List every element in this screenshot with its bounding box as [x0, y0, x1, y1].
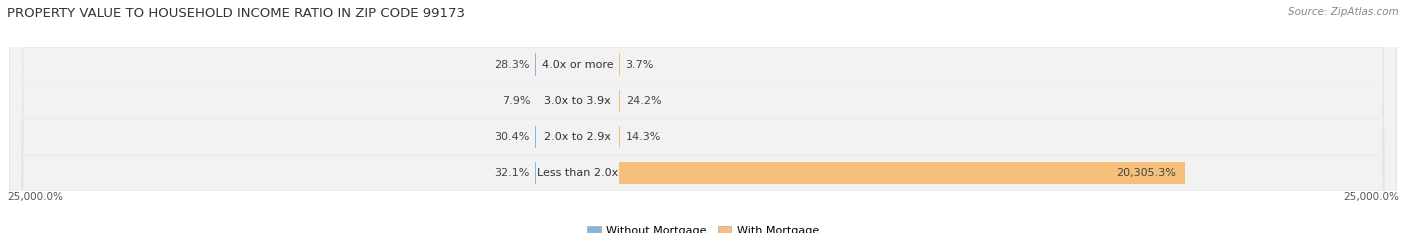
FancyBboxPatch shape	[10, 0, 1396, 233]
Bar	[620, 162, 1185, 184]
Text: 32.1%: 32.1%	[494, 168, 530, 178]
Text: Source: ZipAtlas.com: Source: ZipAtlas.com	[1288, 7, 1399, 17]
FancyBboxPatch shape	[10, 0, 1396, 233]
FancyBboxPatch shape	[10, 0, 1396, 233]
Text: 3.7%: 3.7%	[626, 60, 654, 70]
Text: 30.4%: 30.4%	[494, 132, 530, 142]
Text: 3.0x to 3.9x: 3.0x to 3.9x	[544, 96, 612, 106]
Text: 14.3%: 14.3%	[626, 132, 661, 142]
Text: 4.0x or more: 4.0x or more	[541, 60, 613, 70]
Legend: Without Mortgage, With Mortgage: Without Mortgage, With Mortgage	[582, 221, 824, 233]
Text: 25,000.0%: 25,000.0%	[1343, 192, 1399, 202]
Text: 25,000.0%: 25,000.0%	[7, 192, 63, 202]
Text: Less than 2.0x: Less than 2.0x	[537, 168, 619, 178]
Text: 7.9%: 7.9%	[502, 96, 530, 106]
Text: 24.2%: 24.2%	[626, 96, 661, 106]
Text: 2.0x to 2.9x: 2.0x to 2.9x	[544, 132, 612, 142]
Text: PROPERTY VALUE TO HOUSEHOLD INCOME RATIO IN ZIP CODE 99173: PROPERTY VALUE TO HOUSEHOLD INCOME RATIO…	[7, 7, 465, 20]
Text: 28.3%: 28.3%	[494, 60, 530, 70]
Text: 20,305.3%: 20,305.3%	[1116, 168, 1177, 178]
FancyBboxPatch shape	[10, 0, 1396, 233]
